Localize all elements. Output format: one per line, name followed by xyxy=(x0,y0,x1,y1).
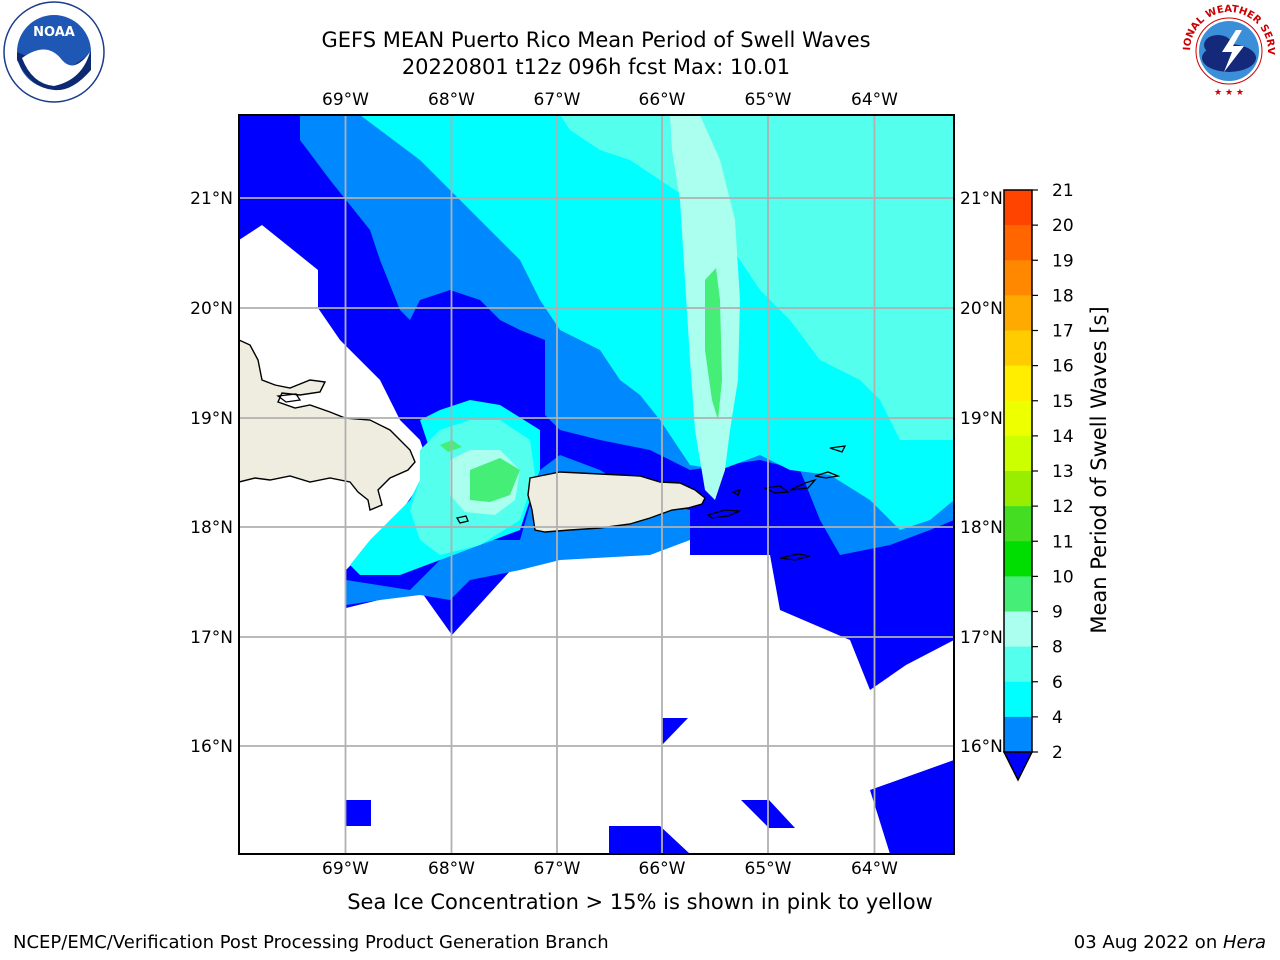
lon-label: 68°W xyxy=(428,90,475,110)
colorbar-tick-label: 14 xyxy=(1052,427,1074,447)
lat-label: 21°N xyxy=(960,189,1003,209)
colorbar xyxy=(1002,189,1034,782)
lon-labels-bottom: 69°W 68°W 67°W 66°W 65°W 64°W xyxy=(322,859,898,879)
nws-logo: NATIONAL WEATHER SERVICE ★ ★ ★ xyxy=(1178,0,1278,100)
colorbar-segment xyxy=(1004,681,1032,718)
colorbar-segment xyxy=(1004,716,1032,753)
colorbar-segment xyxy=(1004,365,1032,402)
colorbar-segment xyxy=(1004,506,1032,542)
colorbar-segment xyxy=(1004,190,1032,226)
colorbar-tick-label: 11 xyxy=(1052,532,1074,552)
footer-date: 03 Aug 2022 on Hera xyxy=(1074,932,1266,953)
lon-label: 64°W xyxy=(851,859,898,879)
noaa-logo-text: NOAA xyxy=(33,25,75,40)
contour-8-9 xyxy=(560,115,954,440)
footer-date-text: 03 Aug 2022 on xyxy=(1073,932,1223,953)
svg-text:★ ★ ★: ★ ★ ★ xyxy=(1214,88,1244,98)
lat-label: 20°N xyxy=(190,299,233,319)
colorbar-segment xyxy=(1004,646,1032,683)
colorbar-segment xyxy=(1004,330,1032,367)
colorbar-segment xyxy=(1004,295,1032,331)
colorbar-tick-label: 20 xyxy=(1052,216,1074,236)
lat-label: 17°N xyxy=(190,628,233,648)
lat-label: 18°N xyxy=(960,518,1003,538)
lon-label: 65°W xyxy=(745,859,792,879)
colorbar-tick-label: 6 xyxy=(1052,673,1063,693)
colorbar-tick-label: 2 xyxy=(1052,743,1063,763)
lat-label: 17°N xyxy=(960,628,1003,648)
lat-label: 16°N xyxy=(190,737,233,757)
colorbar-tick-label: 10 xyxy=(1052,567,1074,587)
gridlines xyxy=(239,115,954,854)
colorbar-segment xyxy=(1004,260,1032,296)
colorbar-tick-label: 16 xyxy=(1052,357,1074,377)
colorbar-segment xyxy=(1004,541,1032,577)
lon-labels-top: 69°W 68°W 67°W 66°W 65°W 64°W xyxy=(322,90,898,110)
lat-label: 19°N xyxy=(960,409,1003,429)
puerto-rico-land xyxy=(527,471,706,533)
lon-label: 67°W xyxy=(534,90,581,110)
map-subtitle: 20220801 t12z 096h fcst Max: 10.01 xyxy=(401,55,791,79)
lon-label: 69°W xyxy=(322,90,369,110)
map-title: GEFS MEAN Puerto Rico Mean Period of Swe… xyxy=(321,28,871,52)
hispaniola-land xyxy=(239,339,416,511)
colorbar-tick-label: 21 xyxy=(1052,181,1074,201)
lat-labels-right: 21°N 20°N 19°N 18°N 17°N 16°N xyxy=(960,189,1003,757)
lat-label: 19°N xyxy=(190,409,233,429)
colorbar-ticks: 21 20 19 18 17 16 15 14 13 12 11 10 9 8 6 4 2 xyxy=(1032,181,1074,763)
colorbar-segment xyxy=(1004,400,1032,437)
lon-label: 67°W xyxy=(534,859,581,879)
lon-label: 66°W xyxy=(639,90,686,110)
colorbar-segment xyxy=(1004,435,1032,472)
colorbar-segment xyxy=(1004,471,1032,507)
lon-label: 64°W xyxy=(851,90,898,110)
noaa-logo: NOAA xyxy=(3,1,105,103)
swell-period-field xyxy=(239,115,954,854)
colorbar-segment xyxy=(1004,611,1032,648)
lon-label: 68°W xyxy=(428,859,475,879)
contour-10-11 xyxy=(705,268,722,420)
lon-label: 66°W xyxy=(639,859,686,879)
lat-labels-left: 21°N 20°N 19°N 18°N 17°N 16°N xyxy=(190,189,233,757)
colorbar-tick-label: 17 xyxy=(1052,322,1074,342)
contour-10-11-lower xyxy=(470,458,520,502)
colorbar-extension xyxy=(1002,751,1034,782)
colorbar-tick-label: 18 xyxy=(1052,286,1074,306)
lat-label: 18°N xyxy=(190,518,233,538)
colorbar-segment xyxy=(1004,576,1032,612)
sea-ice-note: Sea Ice Concentration > 15% is shown in … xyxy=(347,890,933,914)
footer-credit: NCEP/EMC/Verification Post Processing Pr… xyxy=(13,932,609,953)
colorbar-tick-label: 19 xyxy=(1052,251,1074,271)
colorbar-tick-label: 9 xyxy=(1052,603,1063,623)
colorbar-tick-label: 13 xyxy=(1052,462,1074,482)
footer-host: Hera xyxy=(1222,932,1266,953)
lat-label: 16°N xyxy=(960,737,1003,757)
lon-label: 65°W xyxy=(745,90,792,110)
colorbar-segment xyxy=(1004,225,1032,261)
lon-label: 69°W xyxy=(322,859,369,879)
colorbar-tick-label: 15 xyxy=(1052,392,1074,412)
lat-label: 21°N xyxy=(190,189,233,209)
map-frame xyxy=(238,114,955,855)
colorbar-tick-label: 4 xyxy=(1052,708,1063,728)
colorbar-label: Mean Period of Swell Waves [s] xyxy=(1087,306,1111,633)
lat-label: 20°N xyxy=(960,299,1003,319)
colorbar-tick-label: 8 xyxy=(1052,638,1063,658)
colorbar-tick-label: 12 xyxy=(1052,497,1074,517)
